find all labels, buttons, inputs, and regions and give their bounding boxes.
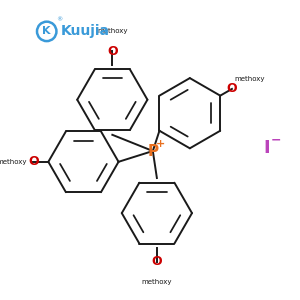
Text: O: O <box>226 82 237 95</box>
Text: P: P <box>147 143 158 158</box>
Text: +: + <box>156 139 165 149</box>
Text: methoxy: methoxy <box>0 159 27 165</box>
Text: Kuujia: Kuujia <box>61 24 110 38</box>
Text: O: O <box>107 45 118 58</box>
Text: O: O <box>152 255 162 268</box>
Text: I: I <box>263 139 270 157</box>
Text: methoxy: methoxy <box>97 28 128 34</box>
Text: O: O <box>28 155 39 168</box>
Text: K: K <box>43 26 51 36</box>
Text: methoxy: methoxy <box>142 279 172 285</box>
Text: methoxy: methoxy <box>234 76 265 82</box>
Text: ®: ® <box>56 18 62 23</box>
Text: −: − <box>270 134 281 147</box>
